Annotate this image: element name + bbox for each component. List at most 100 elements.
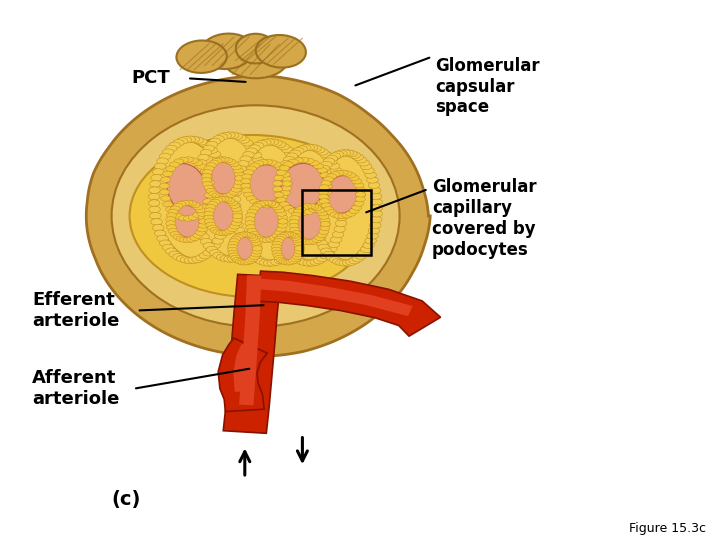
Ellipse shape <box>315 208 325 213</box>
Ellipse shape <box>225 198 235 204</box>
Ellipse shape <box>190 202 200 208</box>
Ellipse shape <box>319 214 329 219</box>
Ellipse shape <box>176 236 186 241</box>
Ellipse shape <box>371 199 382 205</box>
Ellipse shape <box>199 219 209 224</box>
Ellipse shape <box>316 240 328 246</box>
Ellipse shape <box>277 215 287 220</box>
Ellipse shape <box>206 147 217 153</box>
Ellipse shape <box>318 165 330 172</box>
Ellipse shape <box>256 35 306 68</box>
Ellipse shape <box>183 200 193 206</box>
Ellipse shape <box>235 176 245 181</box>
Ellipse shape <box>228 132 239 139</box>
Ellipse shape <box>204 166 214 171</box>
Ellipse shape <box>166 166 176 171</box>
Ellipse shape <box>336 190 348 196</box>
Ellipse shape <box>326 155 338 161</box>
Ellipse shape <box>333 151 344 158</box>
Ellipse shape <box>258 207 270 213</box>
Ellipse shape <box>203 242 215 249</box>
Ellipse shape <box>228 255 239 262</box>
Ellipse shape <box>198 154 210 161</box>
Ellipse shape <box>272 205 282 210</box>
Ellipse shape <box>275 164 285 170</box>
Ellipse shape <box>238 238 249 245</box>
Ellipse shape <box>273 181 284 187</box>
Ellipse shape <box>273 239 283 244</box>
Ellipse shape <box>235 259 246 264</box>
Ellipse shape <box>299 199 310 206</box>
Ellipse shape <box>320 221 330 227</box>
Ellipse shape <box>342 213 352 218</box>
Ellipse shape <box>240 156 251 163</box>
Ellipse shape <box>210 199 220 205</box>
Ellipse shape <box>196 139 207 145</box>
Ellipse shape <box>309 202 320 208</box>
Ellipse shape <box>192 217 204 223</box>
Ellipse shape <box>255 163 266 169</box>
Ellipse shape <box>151 219 163 225</box>
Ellipse shape <box>352 205 362 210</box>
Ellipse shape <box>246 213 256 218</box>
Ellipse shape <box>361 163 372 170</box>
Ellipse shape <box>338 213 348 219</box>
Ellipse shape <box>310 219 321 226</box>
Ellipse shape <box>346 211 356 217</box>
Ellipse shape <box>299 238 309 244</box>
Ellipse shape <box>219 231 229 236</box>
Ellipse shape <box>262 237 272 242</box>
Ellipse shape <box>289 150 301 157</box>
Ellipse shape <box>249 232 259 237</box>
Ellipse shape <box>210 249 221 256</box>
Ellipse shape <box>294 242 305 248</box>
Ellipse shape <box>184 216 194 221</box>
Ellipse shape <box>228 244 238 249</box>
Ellipse shape <box>196 254 207 261</box>
Ellipse shape <box>278 255 289 261</box>
Ellipse shape <box>235 233 247 239</box>
Ellipse shape <box>222 193 233 199</box>
Ellipse shape <box>278 144 289 150</box>
Ellipse shape <box>238 260 248 265</box>
Ellipse shape <box>255 236 265 241</box>
Ellipse shape <box>342 260 354 266</box>
Ellipse shape <box>190 197 202 204</box>
Ellipse shape <box>334 226 346 232</box>
Ellipse shape <box>217 227 228 234</box>
Ellipse shape <box>249 145 261 151</box>
Ellipse shape <box>230 203 240 208</box>
Ellipse shape <box>289 258 299 264</box>
Ellipse shape <box>238 160 249 167</box>
Ellipse shape <box>163 201 173 207</box>
Ellipse shape <box>248 147 259 154</box>
Ellipse shape <box>184 136 196 143</box>
Ellipse shape <box>320 225 330 231</box>
Ellipse shape <box>226 192 236 197</box>
Ellipse shape <box>206 246 217 253</box>
Ellipse shape <box>292 256 304 263</box>
Text: PCT: PCT <box>132 69 171 87</box>
Ellipse shape <box>278 219 288 224</box>
Ellipse shape <box>180 256 192 263</box>
Ellipse shape <box>287 251 298 258</box>
Ellipse shape <box>371 205 382 211</box>
Ellipse shape <box>289 219 299 225</box>
Ellipse shape <box>205 186 215 192</box>
Ellipse shape <box>202 173 212 179</box>
Ellipse shape <box>228 247 238 253</box>
Ellipse shape <box>193 212 203 218</box>
Ellipse shape <box>256 140 268 147</box>
Ellipse shape <box>269 202 279 208</box>
Ellipse shape <box>368 227 379 234</box>
Ellipse shape <box>190 235 200 240</box>
Ellipse shape <box>276 226 287 232</box>
Ellipse shape <box>230 202 241 209</box>
Ellipse shape <box>212 156 223 162</box>
Ellipse shape <box>169 142 181 149</box>
Ellipse shape <box>299 157 309 163</box>
Ellipse shape <box>294 240 304 245</box>
Text: (c): (c) <box>112 490 140 509</box>
Ellipse shape <box>291 231 301 236</box>
Ellipse shape <box>274 192 284 198</box>
